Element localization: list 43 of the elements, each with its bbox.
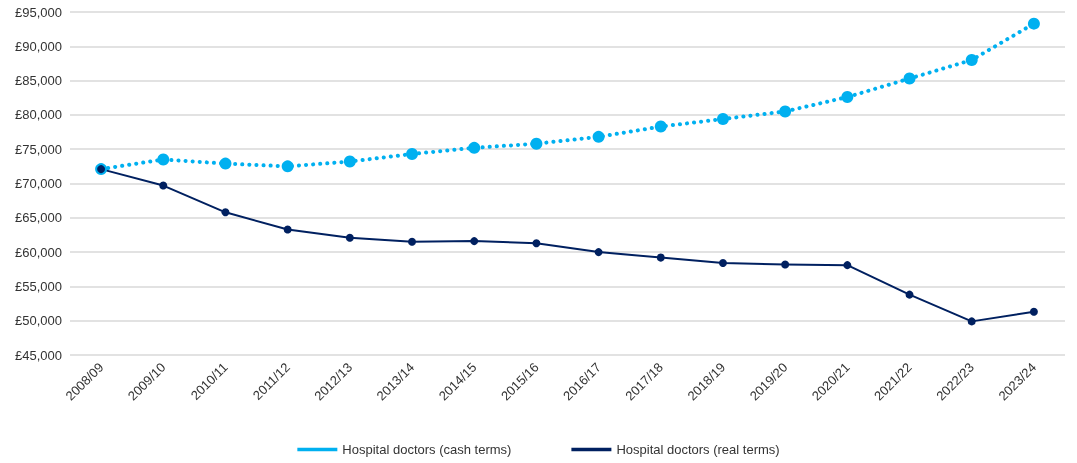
y-tick-label: £90,000 <box>15 38 62 54</box>
point <box>345 233 354 242</box>
point <box>843 261 852 270</box>
point <box>781 260 790 269</box>
point <box>656 253 665 262</box>
point <box>406 148 419 160</box>
point <box>1029 307 1038 316</box>
legend-label: Hospital doctors (real terms) <box>616 442 780 457</box>
y-tick-label: £60,000 <box>15 244 62 260</box>
point <box>219 157 232 170</box>
point <box>530 137 543 150</box>
point <box>967 317 976 326</box>
point <box>718 259 727 268</box>
point <box>159 181 168 190</box>
point <box>408 237 417 246</box>
point <box>343 155 356 168</box>
point <box>283 225 292 234</box>
y-tick-label: £95,000 <box>15 4 62 20</box>
point <box>594 248 603 257</box>
point <box>592 130 605 143</box>
point <box>905 290 914 299</box>
point <box>965 54 978 67</box>
legend-label: Hospital doctors (cash terms) <box>342 442 512 457</box>
point <box>468 141 481 154</box>
y-tick-label: £85,000 <box>15 73 62 89</box>
point <box>654 120 667 133</box>
y-tick-label: £55,000 <box>15 278 62 294</box>
point <box>716 113 729 126</box>
point <box>779 105 792 118</box>
point <box>1027 17 1040 30</box>
point <box>841 91 854 104</box>
point <box>470 237 479 246</box>
y-tick-label: £70,000 <box>15 176 62 191</box>
y-tick-label: £80,000 <box>15 107 62 123</box>
point <box>532 239 541 248</box>
y-tick-label: £75,000 <box>15 141 62 157</box>
point <box>281 160 294 173</box>
y-tick-label: £65,000 <box>15 210 62 226</box>
point <box>157 153 170 166</box>
point <box>903 72 916 85</box>
y-tick-label: £50,000 <box>15 313 62 329</box>
y-tick-label: £45,000 <box>15 347 62 363</box>
point <box>221 208 230 217</box>
